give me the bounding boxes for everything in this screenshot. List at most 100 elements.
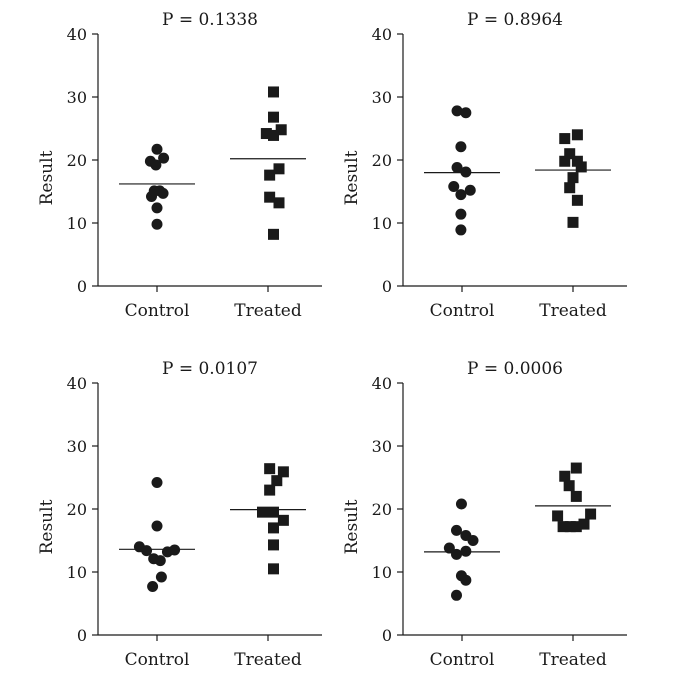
data-point-square: [264, 191, 276, 203]
y-tick-label: 10: [372, 563, 392, 582]
y-tick-label: 0: [382, 277, 392, 296]
data-point-square: [557, 521, 569, 533]
y-tick-label: 10: [67, 214, 87, 233]
y-tick-label: 20: [372, 151, 392, 170]
chart-panel-1: P = 0.1338 Result 0 10 20 30 40 Control Treated: [37, 10, 322, 321]
data-point-square: [578, 518, 590, 530]
data-point-square: [564, 182, 576, 194]
data-point-square: [552, 510, 564, 522]
data-point-circle: [150, 159, 162, 171]
y-tick-label: 30: [372, 88, 392, 107]
data-point-circle: [154, 555, 166, 567]
series-treated: [535, 462, 611, 533]
data-point-square: [570, 521, 582, 533]
data-point-square: [570, 490, 582, 502]
data-point-square: [571, 155, 583, 167]
data-point-square: [571, 194, 583, 206]
x-tick-label-treated: Treated: [234, 301, 302, 321]
series-control: [424, 498, 500, 601]
data-point-circle: [451, 589, 462, 601]
data-point-square: [271, 475, 283, 487]
data-point-circle: [455, 208, 467, 220]
series-control: [424, 105, 500, 236]
y-tick-label: 0: [77, 277, 87, 296]
data-point-circle: [451, 548, 462, 560]
chart-panel-2: P = 0.8964 Result 0 10 20 30 40 Control Treated: [342, 10, 627, 321]
data-point-circle: [467, 535, 479, 546]
y-tick-label: 40: [372, 374, 392, 393]
series-treated: [230, 463, 306, 575]
y-tick-label: 30: [67, 437, 87, 456]
y-axis-label: Result: [37, 499, 57, 554]
data-point-square: [268, 228, 279, 240]
y-tick-label: 20: [67, 151, 87, 170]
series-treated: [535, 129, 611, 228]
x-tick-label-control: Control: [125, 650, 190, 670]
chart-title: P = 0.0107: [162, 359, 258, 379]
data-point-square: [567, 172, 579, 184]
data-point-circle: [158, 152, 170, 164]
data-point-square: [257, 506, 268, 518]
data-point-circle: [157, 187, 169, 199]
chart-title: P = 0.8964: [467, 10, 563, 30]
x-tick-label-control: Control: [125, 301, 190, 321]
x-tick-label-treated: Treated: [539, 650, 607, 670]
data-point-square: [264, 484, 276, 496]
x-tick-label-treated: Treated: [234, 650, 302, 670]
series-control: [119, 143, 195, 230]
data-point-square: [575, 161, 587, 173]
y-tick-label: 20: [372, 500, 392, 519]
data-point-square: [564, 148, 576, 160]
y-tick-label: 40: [372, 25, 392, 44]
data-point-square: [273, 163, 285, 175]
data-point-circle: [155, 571, 167, 583]
data-point-square: [268, 129, 279, 141]
data-point-circle: [151, 202, 163, 214]
data-point-square: [277, 514, 289, 526]
y-tick-label: 20: [67, 500, 87, 519]
data-point-circle: [151, 520, 163, 532]
data-point-circle: [451, 162, 463, 174]
chart-panel-3: P = 0.0107 Result 0 10 20 30 40 Control Treated: [37, 359, 322, 670]
y-tick-label: 10: [67, 563, 87, 582]
data-point-circle: [451, 105, 463, 117]
data-point-circle: [455, 141, 467, 153]
y-tick-label: 40: [67, 25, 87, 44]
data-point-square: [559, 155, 571, 167]
data-point-circle: [141, 545, 153, 557]
data-point-square: [268, 506, 279, 518]
data-point-circle: [460, 107, 472, 119]
data-point-circle: [451, 524, 462, 536]
data-point-circle: [460, 166, 472, 178]
y-tick-label: 0: [77, 626, 87, 645]
data-point-square: [264, 463, 276, 475]
y-tick-label: 30: [372, 437, 392, 456]
y-tick-label: 30: [67, 88, 87, 107]
data-point-circle: [455, 224, 467, 236]
data-point-circle: [460, 574, 472, 586]
data-point-circle: [464, 184, 476, 196]
data-point-square: [559, 133, 571, 145]
data-point-circle: [455, 189, 467, 201]
y-axis-label: Result: [342, 499, 362, 554]
data-point-square: [268, 522, 279, 534]
data-point-square: [559, 470, 571, 482]
data-point-circle: [443, 542, 455, 554]
data-point-circle: [169, 544, 181, 556]
data-point-square: [564, 521, 576, 533]
x-tick-label-control: Control: [430, 301, 495, 321]
data-point-square: [570, 462, 582, 474]
data-point-circle: [151, 218, 163, 230]
data-point-square: [268, 539, 279, 551]
data-point-circle: [147, 580, 159, 592]
data-point-square: [260, 128, 272, 140]
data-point-square: [567, 216, 579, 228]
data-point-circle: [460, 545, 472, 557]
data-point-square: [275, 124, 287, 136]
x-tick-label-treated: Treated: [539, 301, 607, 321]
data-point-square: [585, 508, 597, 520]
y-tick-label: 10: [372, 214, 392, 233]
data-point-square: [268, 86, 279, 98]
x-tick-label-control: Control: [430, 650, 495, 670]
